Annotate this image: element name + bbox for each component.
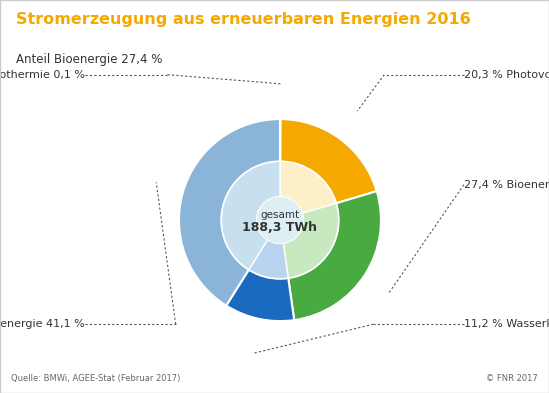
Wedge shape [226,270,294,321]
Wedge shape [281,119,377,203]
Wedge shape [221,162,280,270]
Wedge shape [280,162,336,213]
Wedge shape [283,203,339,278]
Text: gesamt: gesamt [260,209,300,220]
Text: 11,2 % Wasserkraft: 11,2 % Wasserkraft [464,319,549,329]
Text: Stromerzeugung aus erneuerbaren Energien 2016: Stromerzeugung aus erneuerbaren Energien… [16,12,471,27]
Text: 20,3 % Photovoltaik: 20,3 % Photovoltaik [464,70,549,80]
Text: 188,3 TWh: 188,3 TWh [243,220,317,234]
Text: © FNR 2017: © FNR 2017 [486,374,538,383]
Wedge shape [179,119,280,306]
Text: Quelle: BMWi, AGEE-Stat (Februar 2017): Quelle: BMWi, AGEE-Stat (Februar 2017) [11,374,181,383]
Wedge shape [288,191,381,320]
Text: 27,4 % Bioenergie: 27,4 % Bioenergie [464,180,549,190]
Text: Geothermie 0,1 %: Geothermie 0,1 % [0,70,85,80]
Wedge shape [249,240,288,279]
Circle shape [258,198,302,242]
Circle shape [257,197,303,243]
Text: Anteil Bioenergie 27,4 %: Anteil Bioenergie 27,4 % [16,53,163,66]
Text: Windenergie 41,1 %: Windenergie 41,1 % [0,319,85,329]
Wedge shape [280,119,281,162]
